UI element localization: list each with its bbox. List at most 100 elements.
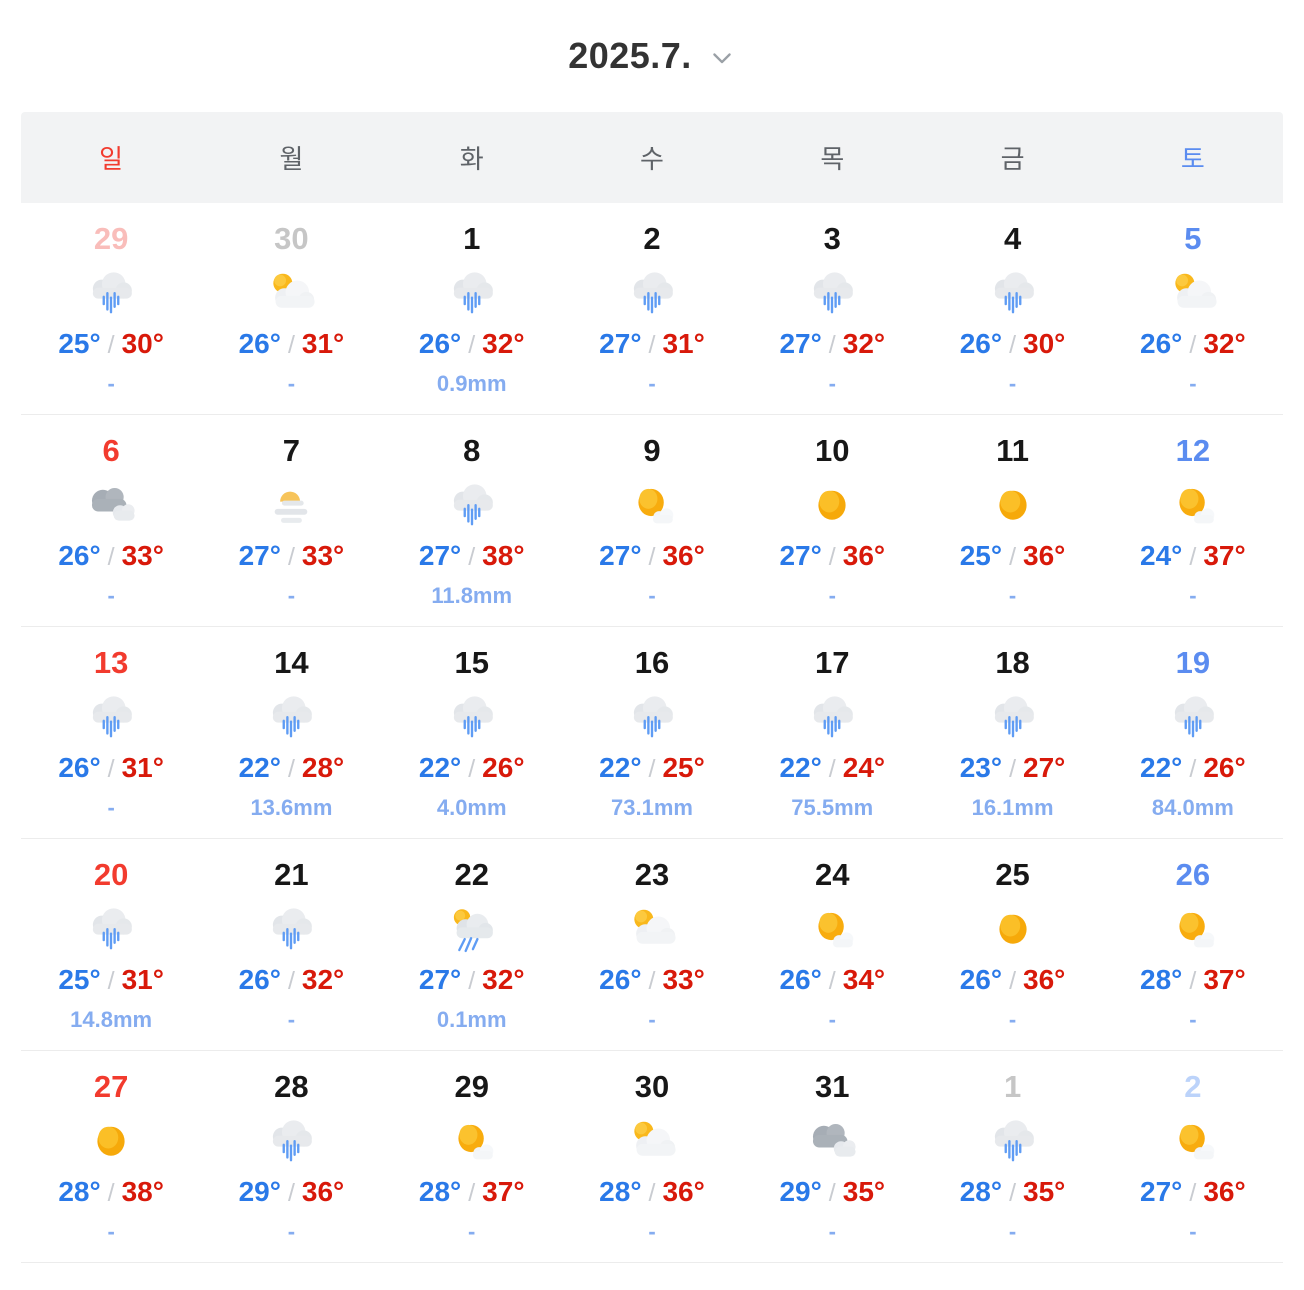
temperature-range: 28°/36°: [599, 1176, 705, 1208]
day-cell-23[interactable]: 23 26°/33° -: [562, 839, 742, 1050]
mostly-sunny-icon: [623, 478, 681, 536]
low-temp: 26°: [1140, 328, 1183, 360]
low-temp: 26°: [418, 328, 462, 360]
day-number: 2: [643, 221, 661, 256]
precipitation: -: [828, 1007, 836, 1033]
day-number: 19: [1175, 645, 1211, 680]
day-cell-11[interactable]: 11 25°/36° -: [922, 415, 1102, 626]
temperature-range: 27°/36°: [779, 540, 885, 572]
day-number: 29: [93, 221, 129, 256]
day-cell-28[interactable]: 28 29°/36° -: [201, 1051, 381, 1262]
low-temp: 22°: [599, 752, 642, 784]
temperature-range: 29°/36°: [239, 1176, 345, 1208]
day-cell-29[interactable]: 29 28°/37° -: [382, 1051, 562, 1262]
low-temp: 27°: [418, 964, 462, 996]
high-temp: 32°: [842, 328, 886, 360]
day-number: 15: [454, 645, 489, 680]
low-temp: 26°: [599, 964, 642, 996]
precipitation: 11.8mm: [431, 583, 513, 609]
day-cell-25[interactable]: 25 26°/36° -: [922, 839, 1102, 1050]
rainy-icon: [443, 690, 501, 748]
temp-separator: /: [468, 543, 476, 572]
day-cell-18[interactable]: 18 23°/27° 16.1mm: [922, 627, 1102, 838]
precipitation: 16.1mm: [971, 795, 1054, 821]
month-selector[interactable]: 2025.7.: [568, 35, 736, 77]
low-temp: 25°: [58, 328, 101, 360]
day-cell-5[interactable]: 5 26°/32° -: [1103, 203, 1283, 414]
calendar-grid: 29 25°/30° -30 26°/31° -1 26°/32° 0.9mm 2: [21, 203, 1283, 1263]
day-cell-29[interactable]: 29 25°/30° -: [21, 203, 201, 414]
day-cell-2[interactable]: 2 27°/31° -: [562, 203, 742, 414]
weekday-label-saturday: 토: [1180, 144, 1205, 174]
sunny-icon: [984, 902, 1042, 960]
precipitation: 75.5mm: [791, 795, 874, 821]
day-cell-6[interactable]: 6 26°/33° -: [21, 415, 201, 626]
low-temp: 26°: [58, 540, 101, 572]
day-cell-17[interactable]: 17 22°/24° 75.5mm: [742, 627, 922, 838]
temperature-range: 26°/32°: [1140, 328, 1246, 360]
day-cell-8[interactable]: 8 27°/38° 11.8mm: [382, 415, 562, 626]
high-temp: 24°: [842, 752, 886, 784]
day-cell-16[interactable]: 16 22°/25° 73.1mm: [562, 627, 742, 838]
day-cell-10[interactable]: 10 27°/36° -: [742, 415, 922, 626]
low-temp: 23°: [959, 752, 1003, 784]
temperature-range: 22°/24°: [779, 752, 885, 784]
day-cell-4[interactable]: 4 26°/30° -: [922, 203, 1102, 414]
day-cell-24[interactable]: 24 26°/34° -: [742, 839, 922, 1050]
high-temp: 31°: [121, 752, 164, 784]
high-temp: 32°: [1203, 328, 1246, 360]
mostly-sunny-icon: [1164, 478, 1222, 536]
day-cell-19[interactable]: 19 22°/26° 84.0mm: [1103, 627, 1283, 838]
day-cell-1[interactable]: 1 28°/35° -: [922, 1051, 1102, 1262]
low-temp: 28°: [58, 1176, 101, 1208]
day-cell-2[interactable]: 2 27°/36° -: [1103, 1051, 1283, 1262]
day-cell-13[interactable]: 13 26°/31° -: [21, 627, 201, 838]
temp-separator: /: [1009, 331, 1017, 360]
temperature-range: 28°/35°: [960, 1176, 1066, 1208]
day-cell-30[interactable]: 30 26°/31° -: [201, 203, 381, 414]
day-number: 31: [815, 1069, 850, 1104]
high-temp: 37°: [482, 1176, 525, 1208]
high-temp: 30°: [1023, 328, 1066, 360]
day-cell-20[interactable]: 20 25°/31° 14.8mm: [21, 839, 201, 1050]
day-cell-15[interactable]: 15 22°/26° 4.0mm: [382, 627, 562, 838]
high-temp: 36°: [662, 1176, 705, 1208]
low-temp: 26°: [959, 328, 1003, 360]
temperature-range: 25°/30°: [58, 328, 164, 360]
low-temp: 22°: [418, 752, 462, 784]
rainy-icon: [623, 690, 681, 748]
sunny-icon: [984, 478, 1042, 536]
day-cell-27[interactable]: 27 28°/38° -: [21, 1051, 201, 1262]
day-cell-22[interactable]: 22 27°/32° 0.1mm: [382, 839, 562, 1050]
low-temp: 27°: [1140, 1176, 1183, 1208]
low-temp: 29°: [238, 1176, 281, 1208]
low-temp: 26°: [779, 964, 822, 996]
day-cell-26[interactable]: 26 28°/37° -: [1103, 839, 1283, 1050]
day-cell-3[interactable]: 3 27°/32° -: [742, 203, 922, 414]
day-cell-21[interactable]: 21 26°/32° -: [201, 839, 381, 1050]
partly-cloudy-icon: [623, 902, 681, 960]
low-temp: 22°: [1140, 752, 1183, 784]
temp-separator: /: [828, 543, 836, 572]
temperature-range: 27°/36°: [1140, 1176, 1246, 1208]
low-temp: 26°: [238, 328, 281, 360]
day-cell-7[interactable]: 7 27°/33° -: [201, 415, 381, 626]
high-temp: 26°: [1203, 752, 1246, 784]
day-cell-1[interactable]: 1 26°/32° 0.9mm: [382, 203, 562, 414]
day-cell-12[interactable]: 12 24°/37° -: [1103, 415, 1283, 626]
rainy-icon: [984, 1114, 1042, 1172]
day-number: 1: [1003, 1069, 1022, 1104]
day-number: 25: [995, 857, 1030, 892]
weekday-label-friday: 금: [1000, 144, 1025, 174]
temperature-range: 27°/31°: [599, 328, 705, 360]
temp-separator: /: [648, 755, 656, 784]
temperature-range: 29°/35°: [779, 1176, 885, 1208]
day-cell-14[interactable]: 14 22°/28° 13.6mm: [201, 627, 381, 838]
day-cell-9[interactable]: 9 27°/36° -: [562, 415, 742, 626]
day-cell-30[interactable]: 30 28°/36° -: [562, 1051, 742, 1262]
temperature-range: 26°/34°: [779, 964, 885, 996]
month-title: 2025.7.: [568, 35, 692, 76]
day-cell-31[interactable]: 31 29°/35° -: [742, 1051, 922, 1262]
precipitation: -: [107, 795, 115, 821]
sun-shower-icon: [443, 902, 501, 960]
